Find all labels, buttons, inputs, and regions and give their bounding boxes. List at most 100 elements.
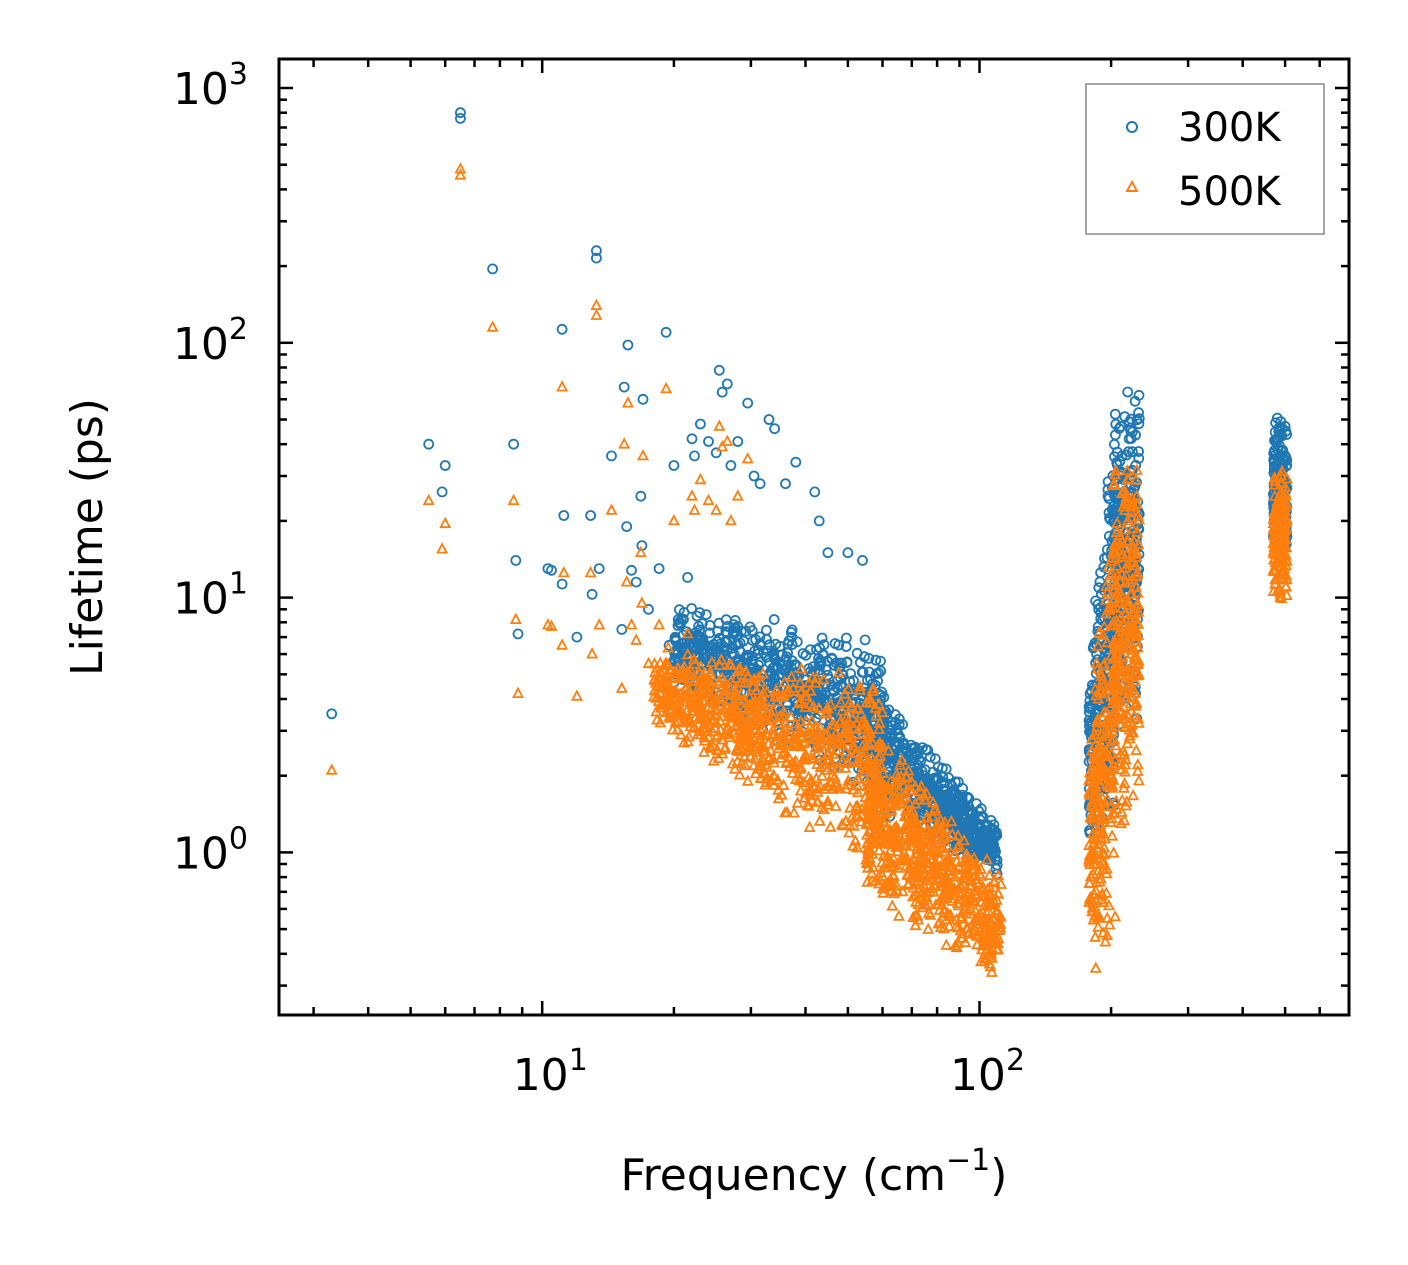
point-300K-436 (870, 654, 882, 666)
point-500K-1371 (899, 822, 912, 834)
point-500K-1924 (1121, 513, 1134, 526)
point-500K-1701 (1100, 866, 1113, 879)
point-500K-1881 (1116, 601, 1128, 613)
point-500K-1283 (877, 849, 890, 861)
point-300K-2026 (626, 564, 637, 576)
point-500K-37 (843, 826, 856, 838)
point-500K-2189 (694, 472, 707, 485)
point-500K-553 (839, 782, 852, 794)
point-500K-798 (844, 801, 856, 813)
point-500K-791 (794, 676, 806, 688)
point-300K-1753 (1116, 450, 1128, 462)
point-500K-1434 (933, 903, 946, 915)
point-500K-1426 (959, 935, 972, 948)
point-500K-1963 (1114, 747, 1127, 759)
point-500K-500 (767, 704, 780, 716)
point-300K-1237 (968, 822, 980, 834)
point-500K-733 (826, 768, 839, 780)
point-500K-1171 (980, 853, 993, 865)
point-500K-1801 (1111, 559, 1124, 571)
point-300K-622 (738, 635, 749, 647)
point-500K-1533 (1104, 569, 1117, 581)
point-500K-1303 (912, 897, 925, 909)
point-500K-936 (877, 886, 890, 898)
point-500K-644 (814, 720, 827, 733)
point-500K-741 (677, 672, 690, 684)
point-500K-480 (738, 676, 751, 688)
point-300K-1219 (988, 819, 1000, 831)
point-500K-2101 (1280, 472, 1293, 484)
point-500K-1137 (918, 789, 931, 801)
point-500K-2123 (1271, 497, 1284, 509)
point-500K-1366 (922, 906, 935, 918)
point-500K-1397 (918, 793, 931, 805)
point-500K-1530 (1106, 829, 1119, 841)
point-500K-417 (784, 710, 797, 722)
point-500K-1935 (1132, 537, 1145, 550)
point-500K-487 (746, 696, 759, 708)
point-300K-1283 (948, 787, 959, 799)
point-500K-2182 (653, 618, 666, 630)
point-500K-618 (823, 732, 836, 745)
point-500K-1445 (980, 905, 993, 918)
point-500K-780 (720, 701, 733, 713)
point-500K-778 (742, 733, 754, 745)
point-500K-1742 (1115, 805, 1128, 817)
point-500K-488 (833, 716, 846, 728)
point-500K-679 (793, 762, 806, 774)
point-500K-2168 (590, 308, 603, 320)
point-500K-1893 (1107, 615, 1120, 627)
point-500K-1396 (884, 879, 897, 892)
point-300K-1759 (1114, 455, 1126, 467)
point-500K-708 (750, 702, 763, 715)
point-300K-2046 (732, 436, 744, 447)
point-300K-1816 (1109, 408, 1121, 420)
point-300K-1442 (1094, 576, 1106, 588)
point-500K-795 (843, 696, 856, 708)
point-500K-1243 (957, 877, 970, 889)
point-500K-744 (734, 744, 746, 757)
point-500K-1131 (873, 792, 886, 805)
point-500K-703 (811, 757, 824, 769)
point-500K-1857 (1109, 651, 1122, 663)
point-500K-1968 (1122, 595, 1135, 608)
point-300K-2044 (721, 378, 733, 390)
point-300K-2053 (790, 456, 802, 468)
point-500K-1708 (1090, 830, 1103, 843)
point-500K-1709 (1094, 817, 1107, 829)
point-500K-2172 (615, 681, 628, 693)
point-500K-455 (680, 680, 693, 692)
point-500K-675 (723, 693, 736, 706)
point-500K-1910 (1114, 621, 1127, 633)
point-500K-1954 (1112, 596, 1125, 608)
point-500K-1591 (1095, 727, 1108, 740)
y-tick-label: 100 (173, 821, 248, 879)
point-500K-1432 (970, 884, 983, 896)
point-500K-1290 (917, 826, 930, 839)
point-500K-2091 (1276, 464, 1289, 477)
point-500K-1004 (950, 920, 962, 932)
point-500K-1644 (1097, 659, 1110, 671)
point-500K-667 (682, 665, 695, 677)
point-300K-2018 (591, 252, 602, 264)
point-500K-1439 (910, 863, 923, 875)
point-500K-1911 (1118, 503, 1131, 515)
point-300K-2025 (622, 339, 634, 351)
point-500K-600 (698, 745, 710, 757)
point-300K-146 (859, 634, 871, 646)
point-300K-1265 (926, 782, 938, 793)
point-500K-598 (834, 696, 847, 708)
point-300K-2014 (556, 578, 568, 590)
point-500K-1928 (1119, 799, 1132, 811)
point-500K-1865 (1125, 504, 1138, 517)
point-300K-694 (678, 641, 690, 653)
point-300K-588 (728, 627, 739, 639)
point-500K-1664 (1088, 899, 1101, 912)
point-300K-644 (695, 641, 706, 653)
point-500K-2179 (635, 596, 648, 608)
point-500K-1740 (1108, 733, 1121, 745)
point-500K-1413 (915, 856, 928, 868)
point-500K-1306 (904, 870, 917, 883)
point-500K-1962 (1124, 697, 1137, 709)
point-300K-1252 (909, 747, 920, 759)
